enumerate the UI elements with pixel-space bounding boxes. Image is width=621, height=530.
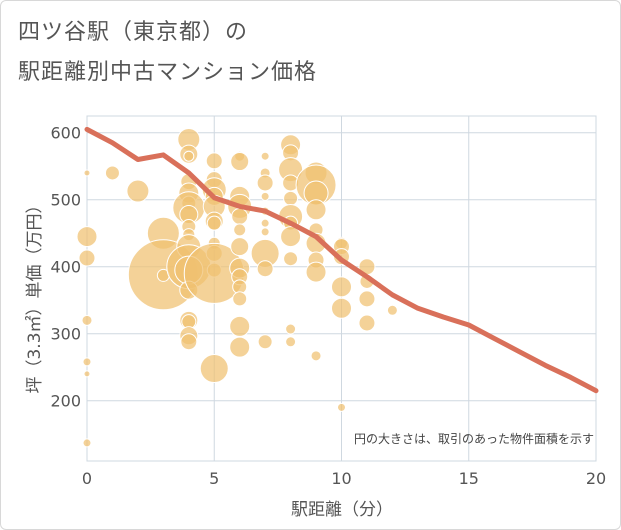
data-bubble [83, 370, 91, 378]
data-bubble [81, 314, 93, 326]
data-bubble [305, 199, 327, 221]
data-bubble [260, 218, 270, 228]
data-bubble [283, 251, 299, 267]
data-bubble [386, 304, 398, 316]
data-bubble [229, 315, 251, 337]
y-tick-label: 200 [50, 392, 81, 411]
data-bubble [230, 237, 250, 257]
y-axis-label: 坪（3.3㎡）単価（万円） [25, 196, 45, 393]
x-tick-label: 5 [209, 469, 219, 488]
data-bubble [305, 261, 327, 283]
data-bubble [83, 169, 91, 177]
data-bubble [257, 334, 273, 350]
data-bubble [230, 152, 250, 172]
data-bubble [260, 191, 270, 201]
data-bubble [232, 291, 248, 307]
data-bubble [82, 438, 92, 448]
data-bubble [104, 165, 120, 181]
data-bubble [337, 402, 346, 412]
x-tick-label: 20 [586, 469, 606, 488]
y-tick-label: 400 [50, 258, 81, 277]
data-bubble [260, 227, 270, 237]
x-tick-label: 15 [459, 469, 479, 488]
data-bubble [280, 226, 302, 248]
data-bubble [126, 179, 150, 203]
data-bubble [331, 297, 352, 319]
x-tick-label: 0 [82, 469, 92, 488]
y-tick-label: 500 [50, 191, 81, 210]
x-axis-label: 駅距離（分） [291, 500, 393, 520]
data-bubble [358, 290, 376, 308]
data-bubble [233, 223, 247, 237]
data-bubble [205, 152, 223, 170]
data-bubble [283, 190, 299, 206]
data-bubble [183, 150, 195, 162]
chart-title-line2: 駅距離別中古マンション価格 [18, 60, 318, 85]
data-bubble [331, 276, 352, 298]
data-bubble [82, 357, 92, 367]
data-bubble [260, 151, 270, 161]
data-bubble [206, 215, 222, 231]
data-bubble [76, 226, 98, 248]
x-tick-label: 10 [331, 469, 351, 488]
data-bubble [229, 336, 251, 358]
trend-line-path [84, 126, 599, 394]
data-bubble [256, 260, 274, 278]
data-bubble [256, 174, 274, 192]
data-bubble [285, 336, 297, 348]
data-bubble [180, 333, 198, 351]
data-bubble [231, 207, 249, 225]
axes: 0 5 10 15 20 200 300 400 500 600 [50, 124, 606, 488]
y-tick-label: 300 [50, 325, 81, 344]
data-bubble [78, 249, 96, 267]
bubbles [76, 127, 398, 448]
data-bubble [358, 314, 376, 332]
size-note: 円の大きさは、取引のあった物件面積を示す [354, 431, 594, 446]
data-bubble [285, 323, 297, 335]
y-tick-label: 600 [50, 124, 81, 143]
trend-line [84, 126, 599, 394]
chart-title-line1: 四ツ谷駅（東京都）の [18, 20, 249, 45]
data-bubble [310, 350, 322, 362]
data-bubble [199, 354, 229, 384]
